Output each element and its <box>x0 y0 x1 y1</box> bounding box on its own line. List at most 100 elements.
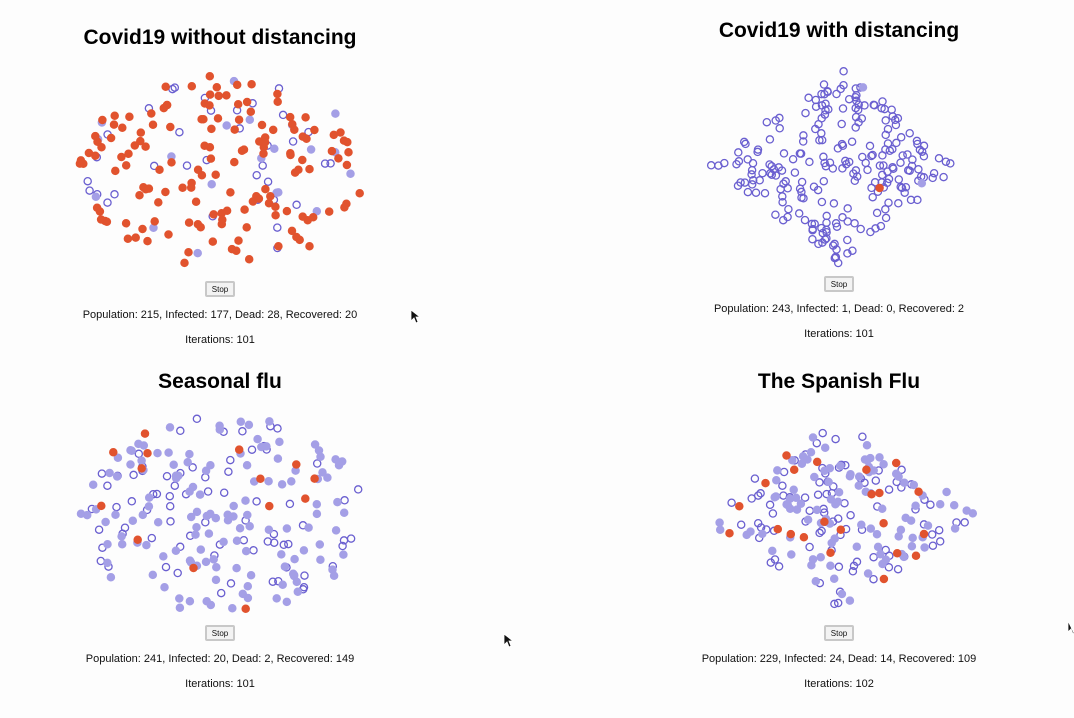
infected-person-dot <box>161 187 170 197</box>
infected-person-dot <box>773 524 783 534</box>
healthy-person-dot <box>753 518 763 528</box>
healthy-person-dot <box>795 184 805 193</box>
recovered-person-dot <box>232 563 241 573</box>
healthy-person-dot <box>165 501 175 511</box>
stop-button[interactable]: Stop <box>205 625 235 641</box>
healthy-person-dot <box>817 526 826 536</box>
healthy-person-dot <box>285 499 295 509</box>
population-stats: Population: 243, Infected: 1, Dead: 0, R… <box>713 303 965 315</box>
recovered-person-dot <box>857 520 866 529</box>
infected-person-dot <box>242 223 251 232</box>
healthy-person-dot <box>839 67 848 76</box>
healthy-person-dot <box>878 151 887 160</box>
healthy-person-dot <box>856 224 865 234</box>
healthy-person-dot <box>823 87 832 97</box>
healthy-person-dot <box>808 234 817 244</box>
healthy-person-dot <box>743 187 753 197</box>
healthy-person-dot <box>919 152 929 161</box>
recovered-person-dot <box>806 447 816 457</box>
healthy-person-dot <box>800 215 810 225</box>
recovered-person-dot <box>207 180 216 189</box>
recovered-person-dot <box>742 530 751 540</box>
infected-person-dot <box>97 143 106 152</box>
infected-person-dot <box>290 168 300 177</box>
recovered-person-dot <box>858 83 868 92</box>
recovered-person-dot <box>278 580 287 590</box>
healthy-person-dot <box>850 219 859 228</box>
healthy-person-dot <box>843 249 852 258</box>
healthy-person-dot <box>817 129 826 138</box>
healthy-person-dot <box>284 539 293 549</box>
healthy-person-dot <box>226 455 235 465</box>
recovered-person-dot <box>105 468 114 478</box>
recovered-person-dot <box>836 461 845 471</box>
recovered-person-dot <box>244 420 254 430</box>
infected-person-dot <box>261 184 270 194</box>
recovered-person-dot <box>907 541 917 551</box>
infected-person-dot <box>735 502 744 511</box>
healthy-person-dot <box>743 155 752 164</box>
healthy-person-dot <box>813 490 823 499</box>
recovered-person-dot <box>949 501 959 510</box>
infected-person-dot <box>207 124 216 134</box>
healthy-person-dot <box>152 489 162 499</box>
healthy-person-dot <box>830 599 839 609</box>
infected-person-dot <box>121 219 131 228</box>
infected-person-dot <box>95 207 105 216</box>
healthy-person-dot <box>818 428 827 438</box>
infected-person-dot <box>98 115 107 125</box>
recovered-person-dot <box>212 562 221 572</box>
recovered-person-dot <box>153 517 163 527</box>
healthy-person-dot <box>912 136 922 146</box>
healthy-person-dot <box>252 170 261 180</box>
healthy-person-dot <box>110 190 119 199</box>
infected-person-dot <box>211 170 220 179</box>
infected-person-dot <box>256 474 265 483</box>
recovered-person-dot <box>113 453 123 462</box>
infected-person-dot <box>155 165 164 175</box>
healthy-person-dot <box>851 92 860 102</box>
recovered-person-dot <box>171 546 181 556</box>
healthy-person-dot <box>149 161 159 171</box>
recovered-person-dot <box>792 505 802 514</box>
healthy-person-dot <box>300 571 309 580</box>
healthy-person-dot <box>751 188 761 197</box>
healthy-person-dot <box>252 497 261 506</box>
healthy-person-dot <box>739 137 749 147</box>
infected-person-dot <box>130 141 140 150</box>
infected-person-dot <box>232 246 241 256</box>
recovered-person-dot <box>866 524 876 533</box>
infected-person-dot <box>208 237 218 246</box>
healthy-person-dot <box>896 133 906 142</box>
recovered-person-dot <box>787 550 796 559</box>
recovered-person-dot <box>715 518 724 527</box>
healthy-person-dot <box>263 177 273 186</box>
recovered-person-dot <box>103 558 112 568</box>
healthy-person-dot <box>805 542 814 552</box>
healthy-person-dot <box>134 449 144 459</box>
recovered-person-dot <box>211 575 221 585</box>
infected-person-dot <box>334 154 343 163</box>
stop-button[interactable]: Stop <box>205 281 235 297</box>
infected-person-dot <box>138 224 147 234</box>
stop-button[interactable]: Stop <box>824 276 854 292</box>
infected-person-dot <box>799 532 809 542</box>
recovered-person-dot <box>854 472 864 481</box>
recovered-person-dot <box>175 594 184 603</box>
recovered-person-dot <box>228 604 237 613</box>
recovered-person-dot <box>229 501 238 511</box>
healthy-person-dot <box>239 535 249 545</box>
healthy-person-dot <box>812 438 822 448</box>
healthy-person-dot <box>224 467 233 476</box>
healthy-person-dot <box>822 218 831 227</box>
healthy-person-dot <box>854 100 863 109</box>
healthy-person-dot <box>808 224 817 234</box>
infected-person-dot <box>914 487 923 497</box>
healthy-person-dot <box>934 525 944 535</box>
healthy-person-dot <box>872 208 882 218</box>
healthy-person-dot <box>765 135 775 144</box>
infected-person-dot <box>206 154 216 163</box>
stop-button[interactable]: Stop <box>824 625 854 641</box>
infected-person-dot <box>135 190 144 200</box>
healthy-person-dot <box>894 175 904 184</box>
